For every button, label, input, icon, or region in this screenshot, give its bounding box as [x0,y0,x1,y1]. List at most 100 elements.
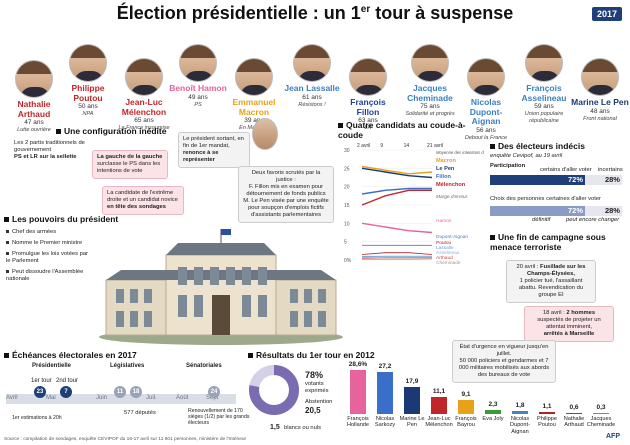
result-bar [404,386,420,414]
box1-pre: 20 avril : [516,264,539,270]
unsure-label: incertains [598,167,623,173]
x-tick-label: 21 avril [427,143,443,149]
blancs-label: blancs ou nuls [284,425,322,431]
box2-bold2: arrêtés à Marseille [543,331,595,337]
undecided-heading-text: Des électeurs indécis [498,141,585,151]
bar-sure: 72% [490,175,586,185]
candidate-photo [69,44,107,82]
terror-heading-text: Une fin de campagne sous menace terroris… [490,232,606,252]
timeline-month: Mai [46,395,56,401]
timeline-month: Juin [96,395,108,401]
box1-bold: Fusillade sur les Champs-Élysées, [526,264,586,277]
series-label: Cheminade [436,260,461,266]
powers-heading: Les pouvoirs du président [4,214,118,224]
participation-label: Participation [490,163,526,169]
candidate-photo [349,58,387,96]
candidate-photo [411,44,449,82]
result-bar [512,411,528,414]
result-value: 9,1 [461,391,471,399]
title-main: Élection présidentielle : un 1 [116,3,361,23]
date-11-jun: 11 [114,386,126,398]
note-left-bold: PS et LR sur la sellette [14,154,77,160]
box2-pre: 18 avril : [542,310,565,316]
title-sup: er [360,4,371,15]
candidate-age: 61 ans [302,93,322,101]
series-line [361,187,432,195]
result-name: Eva Joly [482,416,504,422]
power-item: Nomme le Premier ministre [6,240,92,247]
candidate-card: Philippe Poutou 50 ans NPA [58,44,118,118]
power-item: Chef des armées [6,229,92,236]
results-heading-text: Résultats du 1er tour en 2012 [256,350,375,360]
power-item: Peut dissoudre l'Assemblée nationale [6,269,84,282]
candidate-name: François Asselineau [521,83,567,103]
candidate-age: 75 ans [420,103,440,110]
undecided-sub: enquête Cevipof, au 19 avril [490,153,563,159]
powers-heading-text: Les pouvoirs du président [12,214,119,224]
config-heading-text: Une configuration inédite [64,126,167,136]
result-value: 28,6% [348,361,368,369]
series-label: Poutou [436,240,452,246]
note-pres-bold: renonce à se représenter [183,150,219,163]
candidate-photo [179,44,217,82]
abst-val: 20,5 [305,406,321,415]
config-box-pres: Le président sortant, en fin de 1er mand… [178,132,250,168]
title-end: tour à suspense [370,3,514,23]
logo-2017: 2017 [592,7,622,21]
blancs-val: 1,5 [270,424,280,431]
config-heading: Une configuration inédite [56,126,166,136]
x-tick-label: 2 avril [357,143,370,149]
candidate-age: 65 ans [134,117,154,124]
result-bar [539,412,555,414]
result-bar [593,412,609,414]
box2-bold: 2 hommes [566,310,596,316]
y-tick-label: 5 [344,240,347,246]
candidate-age: 63 ans [358,117,378,124]
candidate-name: Jacques Cheminade [407,83,453,103]
y-tick-label: 0% [344,258,352,264]
candidate-card: Benoît Hamon 49 ans PS [168,44,228,108]
box3b: 50 000 policiers et gendarmes et 7 000 m… [458,358,550,378]
candidate-party: LR [364,125,372,131]
result-name: François Bayrou [455,416,477,429]
candidate-name: Marine Le Pen [571,97,629,107]
box1-rest: 1 policier tué, l'assaillant abattu. Rev… [518,278,584,298]
timeline-month: Sept [206,395,219,401]
hollande-photo [252,118,278,150]
race-heading-text: Quatre candidats au coude-à-coude [338,120,466,140]
note-justice-2: M. Le Pen visée par une enquête pour sou… [243,198,329,218]
timeline-month: Août [176,395,189,401]
note-justice-title: Deux favoris scrutés par la justice : [251,170,321,183]
x-tick-label: 9 [380,143,383,149]
candidate-age: 59 ans [534,103,554,110]
bar-change: 28% [585,206,622,216]
tl-t1: 1er tour [31,378,52,384]
candidate-age: 47 ans [24,119,44,126]
defin-label: définitif [532,217,551,223]
elysee-door [212,295,230,335]
series-line [361,222,433,234]
candidate-age: 49 ans [188,93,208,101]
timeline-month: Avril [6,395,18,401]
sure-label: certains d'aller voter [540,167,592,173]
candidate-name: Benoît Hamon [169,83,227,93]
candidate-age: 39 ans [244,117,264,124]
series-label: Arthaud [436,255,453,261]
candidate-party: Résistons ! [298,101,326,108]
series-line [361,189,432,206]
race-legend-note: Moyenne des intentions de vote [436,150,484,155]
change-label: peut encore changer [566,217,620,223]
note-left-text: Les 2 partis traditionnels de gouverneme… [14,140,85,153]
candidate-party: Union populaire républicaine [524,111,564,124]
bar-unsure: 28% [585,175,622,185]
candidate-party: Lutte ouvrière [17,127,51,133]
candidate-name: Nicolas Dupont-Aignan [469,97,503,126]
candidate-photo [525,44,563,82]
result-name: Jacques Cheminade [586,416,616,429]
candidate-card: François Fillon 63 ans LR [338,58,398,132]
candidate-photo [235,58,273,96]
power-item: Promulgue les lois votées par le Parleme… [6,251,89,264]
candidate-age: 56 ans [476,126,496,134]
